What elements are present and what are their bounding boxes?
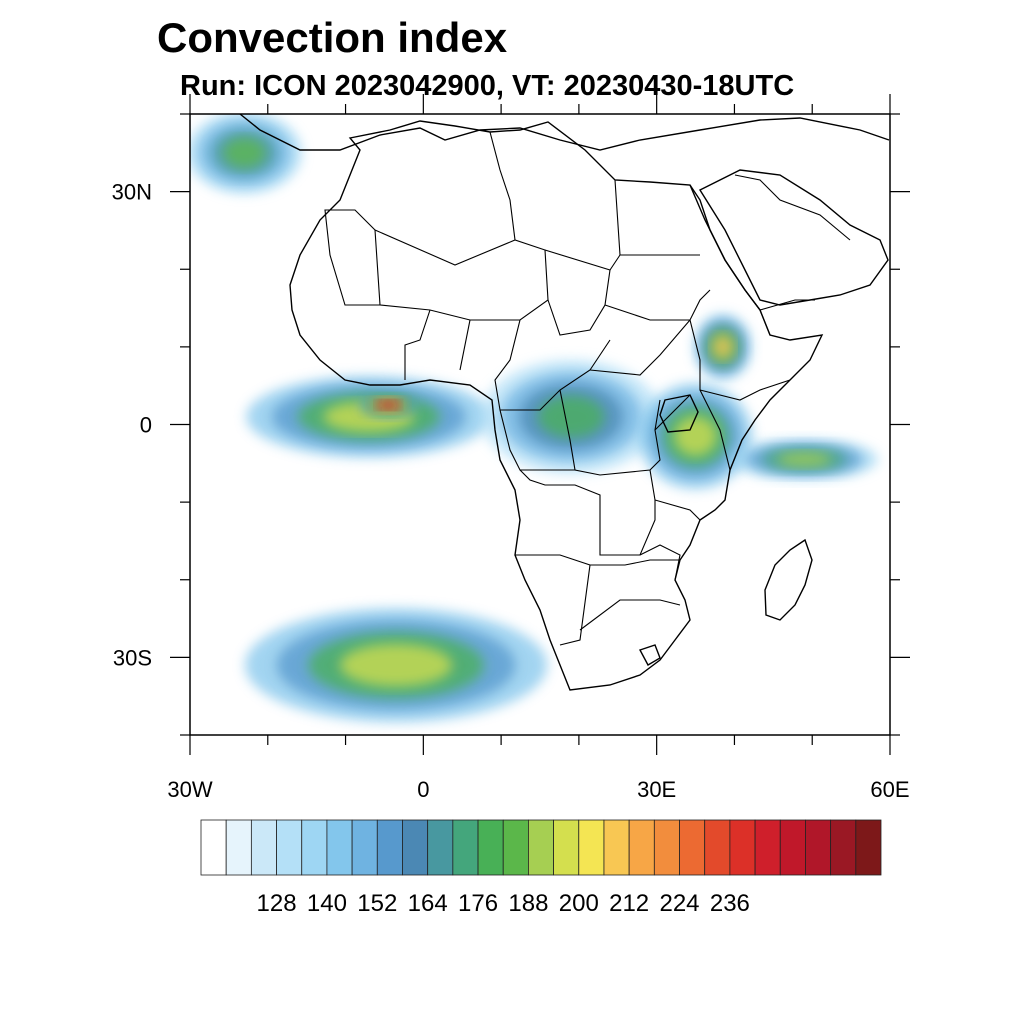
coastline-layer	[239, 114, 890, 691]
convection-cell-east-africa-lakes	[674, 416, 717, 456]
colorbar-swatch	[805, 819, 832, 876]
colorbar-swatch	[200, 819, 227, 876]
convection-cell-indian-ocean-band	[777, 451, 832, 467]
africa-coastline	[289, 120, 824, 691]
lat-tick-label: 30S	[113, 645, 152, 670]
lon-tick-label: 0	[417, 777, 429, 802]
convection-cell-congo-basin	[537, 395, 605, 438]
border-line	[544, 249, 611, 336]
border-line	[404, 309, 471, 380]
colorbar-swatch	[376, 819, 403, 876]
colorbar-swatch	[679, 819, 706, 876]
colorbar-swatch	[855, 819, 882, 876]
europe-coastline	[239, 114, 890, 151]
border-line	[649, 469, 701, 521]
border-line	[759, 309, 771, 336]
convection-cell-ethiopian-highlands	[712, 334, 734, 359]
country-borders	[324, 131, 851, 646]
colorbar-swatch	[578, 819, 605, 876]
border-line	[639, 544, 681, 581]
convection-cell-gulf-of-guinea-core	[377, 400, 399, 410]
colorbar-swatch	[250, 819, 277, 876]
border-line	[654, 389, 731, 471]
colorbar-swatch	[653, 819, 680, 876]
colorbar-swatch	[754, 819, 781, 876]
border-line	[494, 319, 611, 411]
colorbar-swatch	[427, 819, 454, 876]
colorbar-label: 152	[357, 890, 397, 917]
arabia-coastline	[698, 169, 889, 306]
map-title: Convection index	[157, 14, 508, 61]
border-line	[519, 469, 656, 556]
border-line	[734, 174, 851, 241]
border-line	[559, 389, 661, 476]
border-line	[589, 319, 691, 376]
colorbar-swatch	[603, 819, 630, 876]
colorbar-swatch	[528, 819, 554, 876]
colorbar-swatch	[628, 819, 655, 876]
lesotho-border	[638, 644, 661, 666]
colorbar-label: 236	[710, 890, 750, 917]
colorbar-swatch	[276, 819, 303, 876]
colorbar-swatch	[477, 819, 504, 876]
border-line	[590, 559, 680, 566]
border-line	[744, 289, 815, 311]
lon-tick-label: 30W	[167, 777, 212, 802]
madagascar-coastline	[764, 538, 813, 621]
colorbar-swatch	[452, 819, 479, 876]
colorbar-swatch	[351, 819, 378, 876]
lon-tick-label: 30E	[637, 777, 676, 802]
lat-tick-label: 0	[140, 413, 152, 438]
colorbar-swatch	[830, 819, 857, 876]
colorbar-label: 224	[659, 890, 699, 917]
colorbar-label: 212	[609, 890, 649, 917]
colorbar-swatch	[225, 819, 252, 876]
colorbar-label: 200	[559, 890, 599, 917]
colorbar-swatch	[326, 819, 353, 876]
colorbar-label: 176	[458, 890, 498, 917]
convection-field-layer	[190, 114, 878, 723]
colorbar-swatch	[779, 819, 806, 876]
colorbar-swatch	[301, 819, 328, 876]
colorbar-swatch	[402, 819, 429, 876]
convection-cell-north-atlantic-band	[223, 137, 266, 168]
colorbar: 128 140 152 164 176 188 200 212 224 236	[200, 819, 882, 917]
colorbar-swatch	[729, 819, 756, 876]
colorbar-label: 140	[307, 890, 347, 917]
border-line	[499, 409, 575, 471]
axis-ticks: 30W 0 30E 60E 30N 0 30S	[112, 94, 910, 802]
colorbar-swatch	[502, 819, 529, 876]
colorbar-label: 164	[408, 890, 448, 917]
lon-tick-label: 60E	[870, 777, 909, 802]
map-subtitle: Run: ICON 2023042900, VT: 20230430-18UTC	[180, 70, 795, 102]
colorbar-label: 128	[257, 890, 297, 917]
border-line	[489, 131, 516, 241]
lat-tick-label: 30N	[112, 180, 152, 205]
colorbar-swatch	[704, 819, 731, 876]
colorbar-swatch	[553, 819, 580, 876]
border-line	[579, 599, 681, 631]
border-line	[689, 319, 791, 401]
convection-cell-southern-ocean-band	[339, 643, 453, 687]
colorbar-label: 188	[508, 890, 548, 917]
